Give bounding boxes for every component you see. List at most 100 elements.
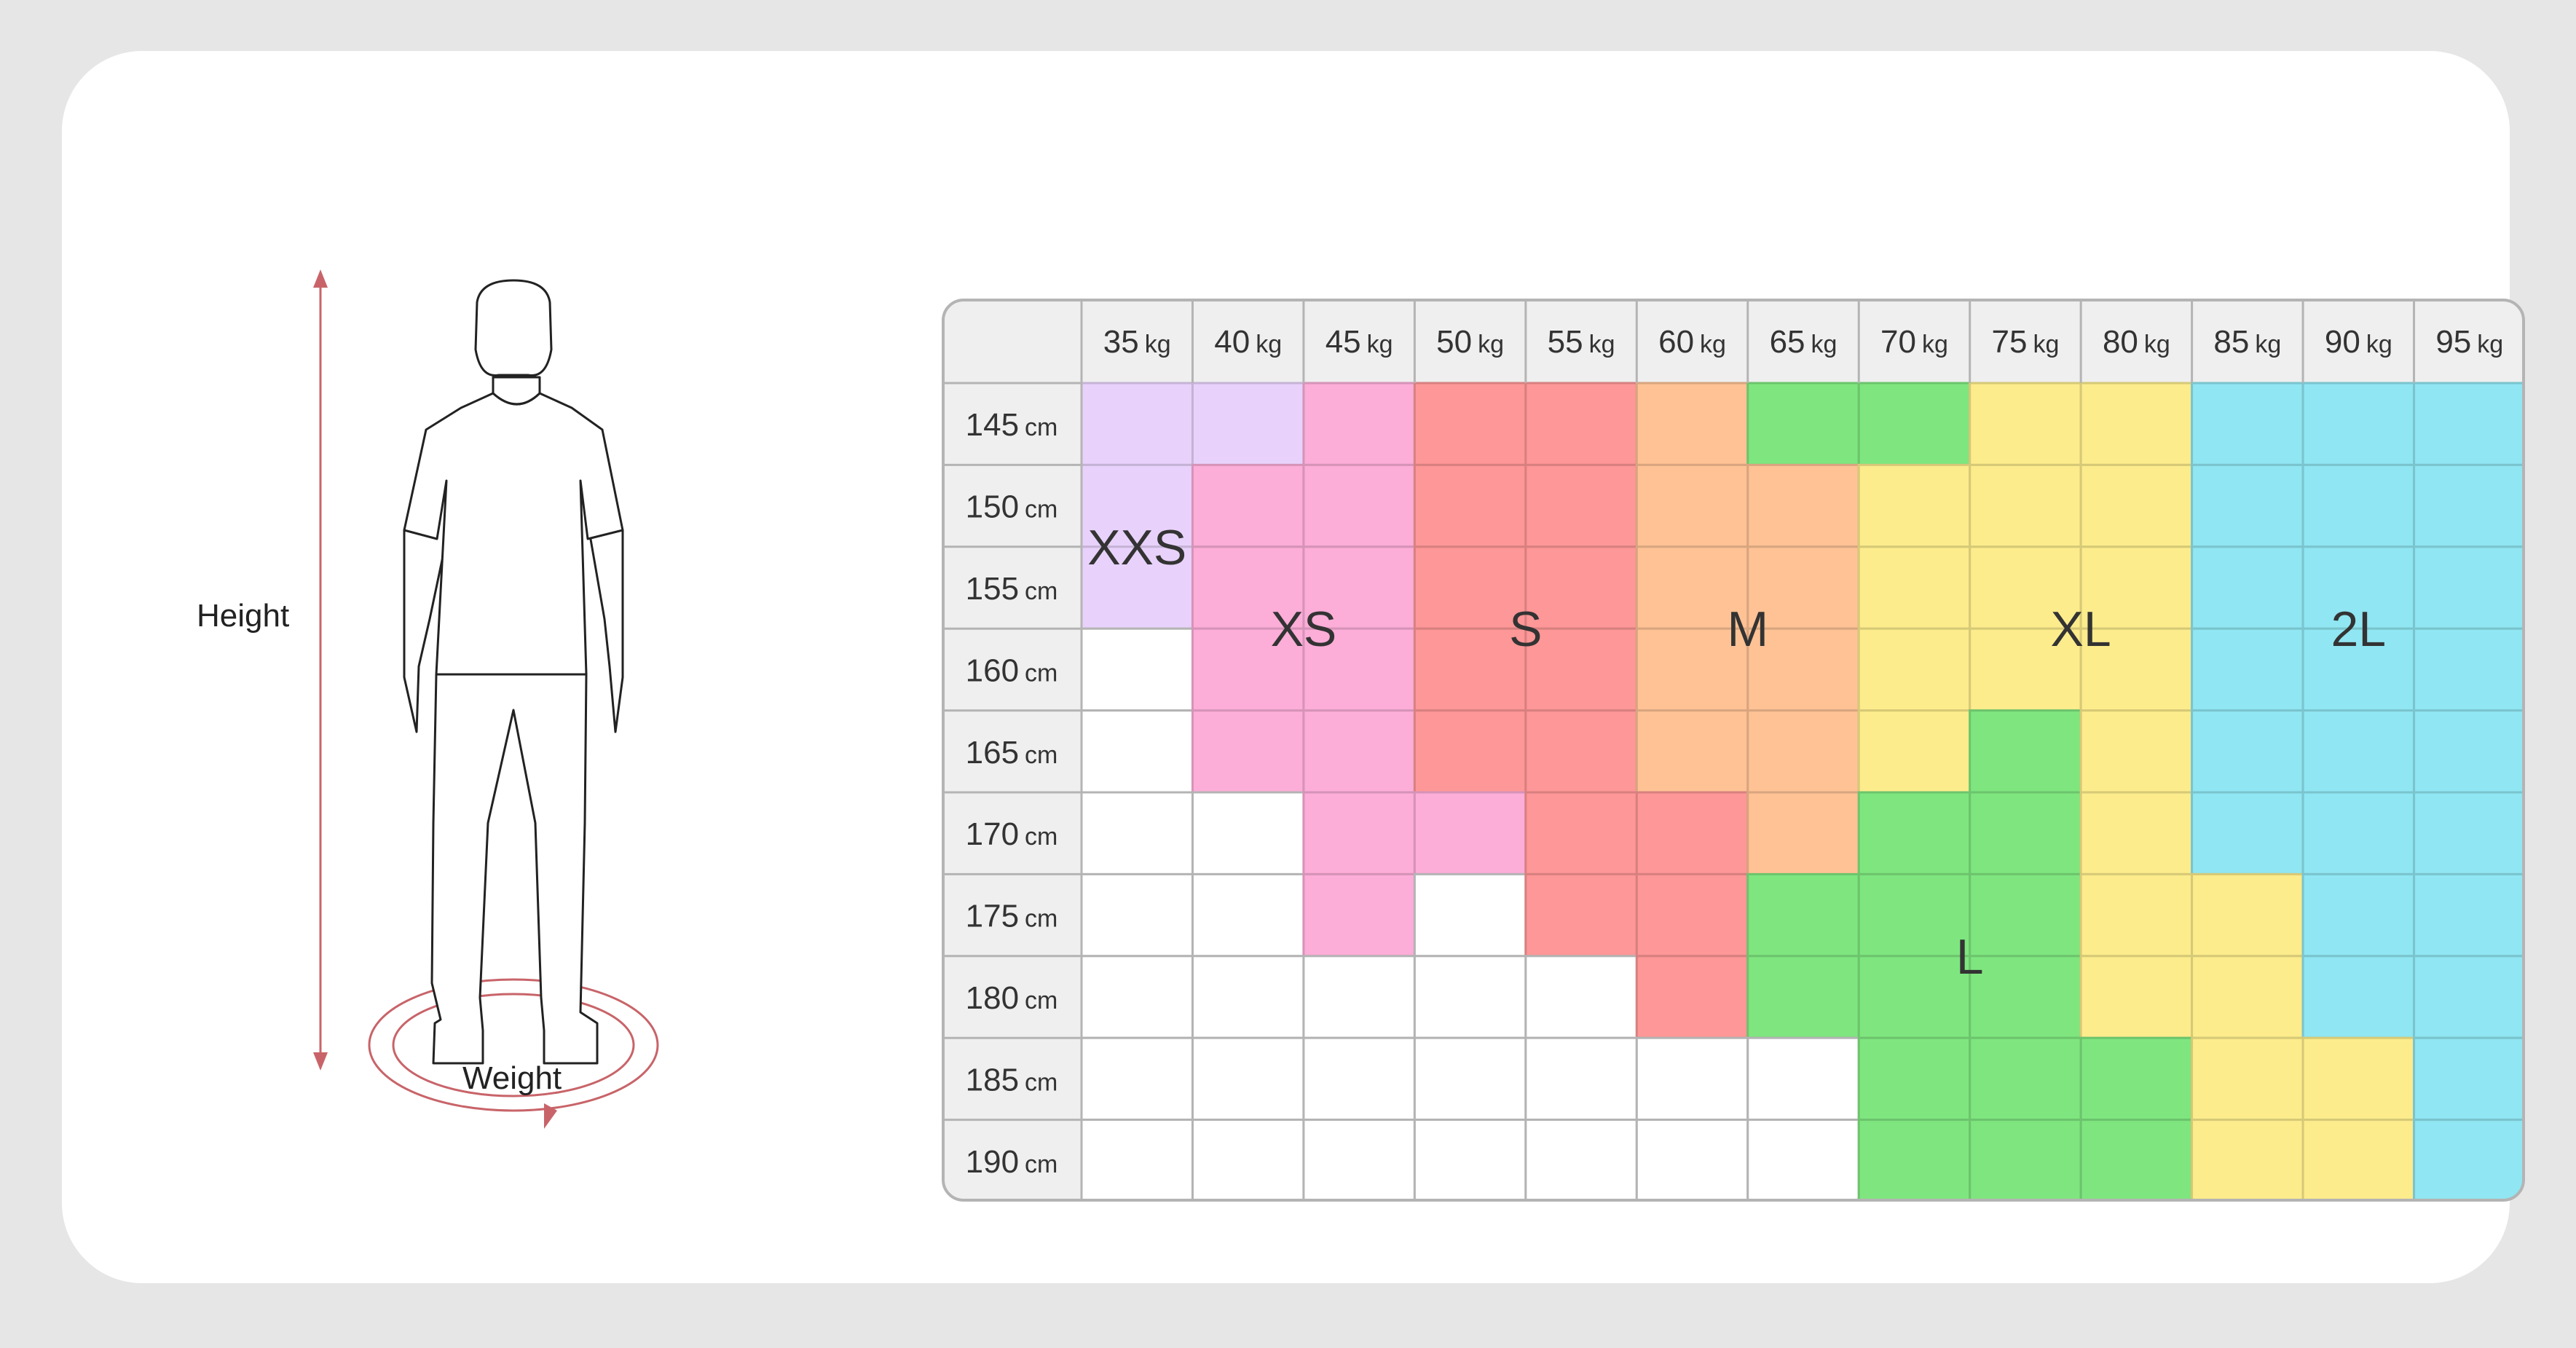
weight-value: 45 <box>1326 324 1361 360</box>
height-value: 175 <box>966 899 1019 934</box>
height-row-label: 180 cm <box>966 980 1058 1016</box>
grid-border <box>942 299 2525 1202</box>
weight-header-label: 50 kg <box>1436 324 1504 360</box>
size-cell <box>1413 1036 1527 1122</box>
weight-unit: kg <box>1589 331 1615 358</box>
size-cell <box>2301 1036 2416 1122</box>
size-cell <box>2301 709 2416 794</box>
weight-value: 95 <box>2435 324 2471 360</box>
size-cell <box>2413 955 2524 1039</box>
size-chart-card: Height Weight 35 kg 40 kg 45 kg 50 kg 55 kg 60 kg 65… <box>62 51 2525 1283</box>
height-row-label: 165 cm <box>966 735 1058 770</box>
size-cell <box>2191 872 2304 958</box>
weight-header-label: 55 kg <box>1548 324 1615 360</box>
size-cell <box>1746 382 1860 466</box>
size-cell <box>1857 463 1972 548</box>
weight-unit: kg <box>2477 331 2503 358</box>
grid-body <box>943 300 2524 1200</box>
height-row-label: 190 cm <box>966 1144 1058 1180</box>
size-cell <box>2413 545 2524 630</box>
height-unit: cm <box>1025 741 1057 769</box>
height-value: 165 <box>966 735 1019 770</box>
size-cell <box>2413 382 2524 466</box>
size-cell <box>1969 463 2082 548</box>
size-cell <box>1969 627 2082 712</box>
size-cell <box>1969 1119 2082 1200</box>
weight-value: 55 <box>1548 324 1583 360</box>
size-cell <box>1969 709 2082 794</box>
size-cell <box>1857 791 1972 875</box>
size-cell <box>1635 1119 1749 1200</box>
size-cell <box>2301 463 2416 548</box>
size-cell <box>1302 382 1416 466</box>
size-cell <box>1635 463 1749 548</box>
size-cell <box>1302 709 1416 794</box>
height-unit: cm <box>1025 823 1057 851</box>
weight-value: 40 <box>1214 324 1250 360</box>
size-cell <box>2079 627 2194 712</box>
size-cell <box>1969 872 2082 958</box>
size-cell <box>2413 627 2524 712</box>
height-unit: cm <box>1025 987 1057 1014</box>
weight-value: 50 <box>1436 324 1472 360</box>
height-value: 150 <box>966 489 1019 525</box>
size-cell <box>2413 1119 2524 1200</box>
size-cell <box>1635 545 1749 630</box>
size-cell <box>1746 791 1860 875</box>
height-label: Height <box>197 598 289 634</box>
height-unit: cm <box>1025 496 1057 524</box>
weight-header-label: 45 kg <box>1326 324 1393 360</box>
size-cell <box>2191 709 2304 794</box>
height-value: 180 <box>966 980 1019 1016</box>
weight-value: 90 <box>2325 324 2360 360</box>
size-cell <box>1524 1036 1638 1122</box>
size-cell <box>1080 791 1194 875</box>
body-figure: Height Weight <box>197 269 659 1129</box>
size-cell <box>1524 1119 1638 1200</box>
size-cell <box>1191 627 1305 712</box>
size-label-xs: XS <box>1271 602 1337 657</box>
height-unit: cm <box>1025 1151 1057 1178</box>
size-cell <box>1635 382 1749 466</box>
height-row-label: 185 cm <box>966 1062 1058 1097</box>
size-cell <box>1857 709 1972 794</box>
size-cell <box>1413 1119 1527 1200</box>
size-cell <box>1302 463 1416 548</box>
size-cell <box>2413 1036 2524 1122</box>
size-cell <box>1080 872 1194 958</box>
height-value: 185 <box>966 1062 1019 1097</box>
height-row-label: 150 cm <box>966 489 1058 525</box>
size-cell <box>1524 791 1638 875</box>
size-cell <box>1524 382 1638 466</box>
size-cell <box>1857 382 1972 466</box>
weight-header-label: 35 kg <box>1103 324 1171 360</box>
size-cell <box>2301 872 2416 958</box>
size-cell <box>1080 955 1194 1039</box>
size-label-2l: 2L <box>2331 602 2386 657</box>
size-cell <box>2413 791 2524 875</box>
size-cell <box>1413 791 1527 875</box>
size-cell <box>2191 627 2304 712</box>
weight-header-label: 60 kg <box>1658 324 1726 360</box>
size-cell <box>2301 791 2416 875</box>
size-cell <box>1524 545 1638 630</box>
size-cell <box>2413 872 2524 958</box>
size-cell <box>1080 627 1194 712</box>
size-cell <box>2079 791 2194 875</box>
size-cell <box>1746 1036 1860 1122</box>
size-cell <box>1635 627 1749 712</box>
size-cell <box>2191 545 2304 630</box>
size-cell <box>2301 382 2416 466</box>
size-cell <box>1413 382 1527 466</box>
size-cell <box>2079 872 2194 958</box>
weight-value: 65 <box>1770 324 1805 360</box>
size-cell <box>2079 1036 2194 1122</box>
size-label-xl: XL <box>2051 602 2111 657</box>
weight-header-label: 75 kg <box>1991 324 2059 360</box>
height-row-label: 160 cm <box>966 653 1058 688</box>
weight-header-label: 40 kg <box>1214 324 1282 360</box>
size-cell <box>1191 382 1305 466</box>
size-cell <box>1191 1119 1305 1200</box>
weight-value: 85 <box>2213 324 2249 360</box>
weight-value: 80 <box>2103 324 2138 360</box>
